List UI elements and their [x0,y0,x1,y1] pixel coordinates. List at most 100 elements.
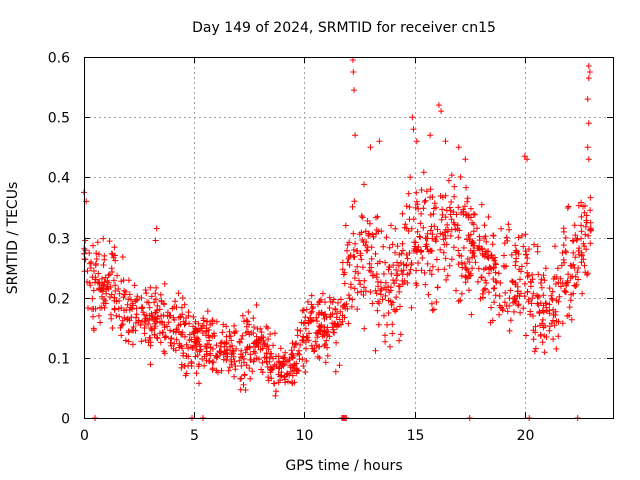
data-point [528,300,535,307]
data-point [561,287,568,294]
data-point [440,249,447,256]
data-point [557,283,564,290]
data-point [268,375,275,382]
data-point [211,332,218,339]
data-point [422,281,429,288]
data-point [352,132,359,139]
data-point [527,308,534,315]
data-point [118,305,125,311]
data-point [142,315,149,322]
data-point [393,266,400,273]
data-point [336,362,343,369]
data-point [173,326,180,333]
data-point [478,201,485,208]
data-point [258,334,265,341]
y-tick-label: 0.5 [48,111,70,127]
data-point [341,314,348,321]
data-point [535,302,542,309]
data-point [400,267,407,274]
data-point [205,332,212,339]
data-point [246,365,253,372]
data-point [87,265,94,271]
data-point [242,349,249,356]
data-point [442,138,449,145]
data-point [392,225,399,232]
data-point [412,239,419,246]
data-point [503,234,510,241]
data-point [359,264,366,271]
data-point [433,233,440,240]
data-point [120,277,127,284]
data-point [443,241,450,248]
data-point [490,276,497,282]
data-point [522,251,529,258]
data-point [308,292,315,299]
data-point [565,203,572,210]
y-tick-label: 0.4 [48,171,70,187]
data-point [147,361,154,368]
data-point [476,237,483,244]
data-point [209,317,216,324]
data-point [521,293,528,300]
data-point [424,260,431,267]
data-point [369,300,376,307]
data-point [287,368,294,375]
data-point [347,252,354,259]
data-point [295,367,302,374]
data-point [461,260,468,267]
data-point [559,249,566,256]
data-point [121,291,128,298]
data-point [489,317,496,324]
data-point [201,362,208,369]
data-point [142,287,149,293]
data-point [319,290,326,297]
data-point [231,373,238,380]
data-point [464,255,471,262]
data-point [476,243,483,250]
data-point [207,321,214,328]
data-point [151,299,158,306]
data-point [238,347,245,354]
data-point [87,282,94,289]
data-point [175,322,182,329]
data-point [583,246,590,253]
data-point [524,288,531,295]
data-point [153,225,160,232]
data-point [244,318,251,325]
data-point [462,156,469,163]
data-point [475,265,482,272]
data-point [415,260,422,266]
data-point [125,277,132,284]
data-point [538,284,545,291]
data-point [466,259,473,266]
data-point [384,321,390,328]
data-point [82,237,89,244]
data-point [267,331,274,338]
data-point [131,282,138,289]
data-point [464,195,471,202]
data-point [282,379,289,386]
data-point [329,320,336,327]
data-point [351,275,358,282]
data-point [97,319,104,326]
data-point [152,237,159,244]
data-point [505,221,512,228]
data-point [143,290,150,297]
data-point [482,285,489,292]
data-point [537,280,544,286]
data-point [257,325,264,332]
data-point [147,339,154,346]
data-point [422,197,429,204]
data-point [358,256,365,263]
data-point [347,281,354,288]
data-point [125,338,132,345]
data-point [501,252,507,259]
data-point [546,285,553,292]
data-point [210,359,217,366]
data-point [359,237,366,243]
data-point [491,299,497,306]
data-point [111,244,118,251]
data-point [378,228,385,235]
data-point [427,227,434,234]
data-point [191,328,198,335]
